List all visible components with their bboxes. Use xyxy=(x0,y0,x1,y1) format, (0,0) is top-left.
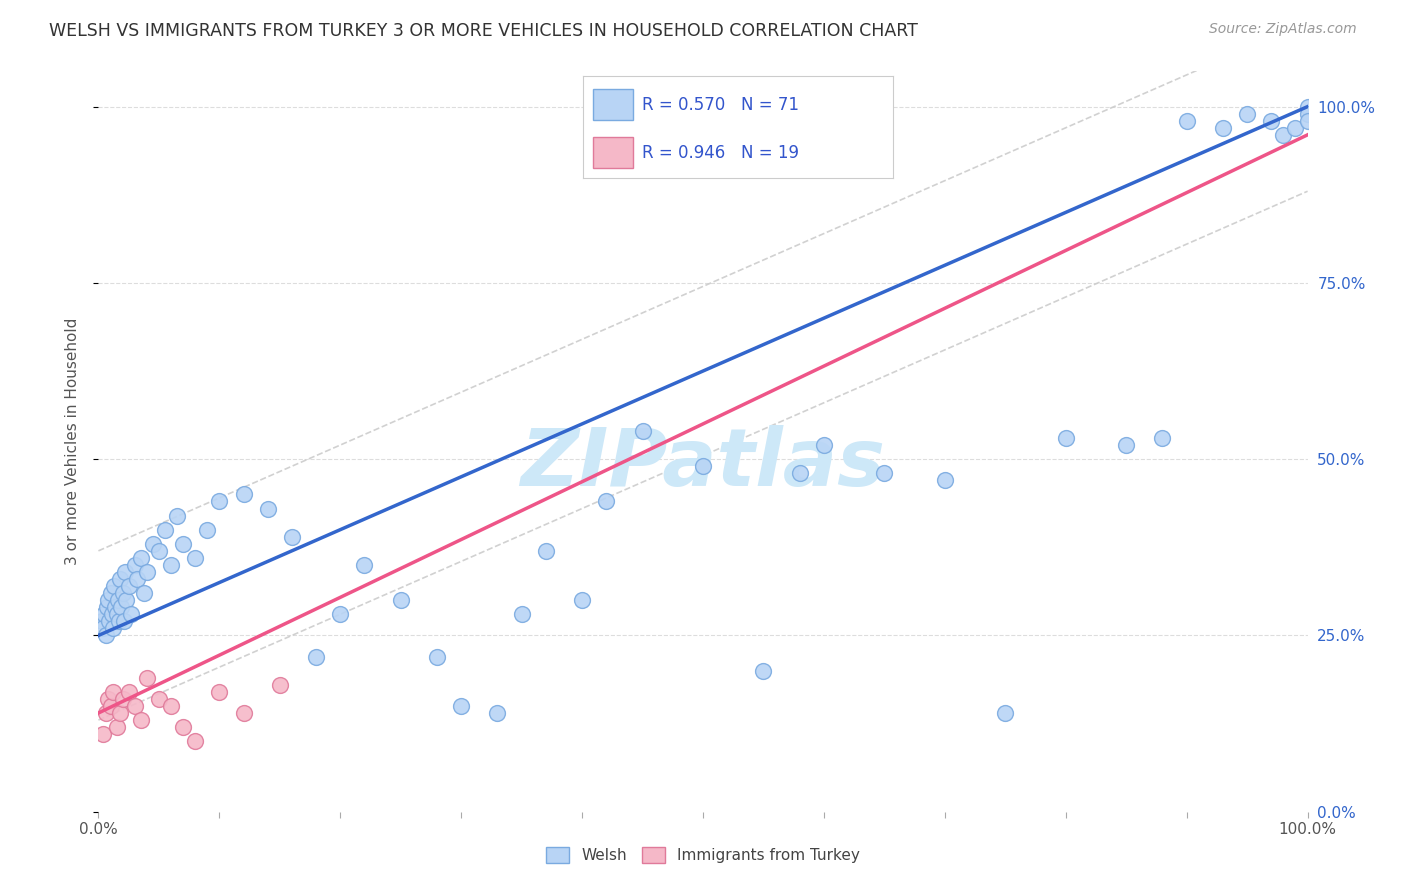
Legend: Welsh, Immigrants from Turkey: Welsh, Immigrants from Turkey xyxy=(538,839,868,871)
Point xyxy=(692,459,714,474)
Point xyxy=(118,685,141,699)
Point xyxy=(873,467,896,481)
Point xyxy=(129,713,152,727)
Point xyxy=(305,649,328,664)
Point xyxy=(114,565,136,579)
Point xyxy=(426,649,449,664)
Point xyxy=(100,698,122,713)
Text: Source: ZipAtlas.com: Source: ZipAtlas.com xyxy=(1209,22,1357,37)
Point xyxy=(789,467,811,481)
Point xyxy=(100,607,122,622)
Point xyxy=(108,572,131,586)
Point xyxy=(1272,128,1295,142)
Point xyxy=(115,593,138,607)
Point xyxy=(111,586,134,600)
Point xyxy=(142,537,165,551)
Point xyxy=(129,550,152,565)
Point xyxy=(1296,100,1319,114)
Point xyxy=(1296,113,1319,128)
Point xyxy=(534,544,557,558)
Point xyxy=(752,664,775,678)
Point xyxy=(103,579,125,593)
Point xyxy=(1236,106,1258,120)
Bar xyxy=(593,89,633,120)
Point xyxy=(595,494,617,508)
Point xyxy=(269,678,291,692)
Point xyxy=(160,698,183,713)
Point xyxy=(148,544,170,558)
Bar xyxy=(593,137,633,168)
Point xyxy=(172,537,194,551)
Point xyxy=(101,685,124,699)
Point xyxy=(96,600,118,615)
Point xyxy=(813,438,835,452)
Point xyxy=(91,621,114,635)
Point xyxy=(101,621,124,635)
Point xyxy=(134,586,156,600)
Point xyxy=(91,615,114,629)
Point xyxy=(105,607,128,622)
Point xyxy=(98,615,121,629)
Point xyxy=(104,600,127,615)
Point xyxy=(1152,431,1174,445)
Point xyxy=(105,720,128,734)
Point xyxy=(108,706,131,720)
Point xyxy=(112,615,135,629)
Point xyxy=(184,550,207,565)
Text: R = 0.570   N = 71: R = 0.570 N = 71 xyxy=(643,95,799,113)
Point xyxy=(124,698,146,713)
Point xyxy=(94,706,117,720)
Point xyxy=(389,593,412,607)
Point xyxy=(1115,438,1137,452)
Point xyxy=(172,720,194,734)
Point xyxy=(166,508,188,523)
Point xyxy=(91,727,114,741)
Point xyxy=(232,487,254,501)
Text: WELSH VS IMMIGRANTS FROM TURKEY 3 OR MORE VEHICLES IN HOUSEHOLD CORRELATION CHAR: WELSH VS IMMIGRANTS FROM TURKEY 3 OR MOR… xyxy=(49,22,918,40)
Point xyxy=(93,607,115,622)
Point xyxy=(153,523,176,537)
Point xyxy=(450,698,472,713)
Point xyxy=(118,579,141,593)
Point xyxy=(97,692,120,706)
Point xyxy=(195,523,218,537)
Point xyxy=(1296,106,1319,120)
Point xyxy=(120,607,142,622)
Point xyxy=(994,706,1017,720)
Point xyxy=(571,593,593,607)
Point xyxy=(110,600,132,615)
Point xyxy=(1054,431,1077,445)
Point xyxy=(108,615,131,629)
Point xyxy=(160,558,183,572)
Point xyxy=(353,558,375,572)
Point xyxy=(934,473,956,487)
Point xyxy=(124,558,146,572)
Point xyxy=(135,565,157,579)
Point xyxy=(281,530,304,544)
Point xyxy=(97,593,120,607)
Point xyxy=(184,734,207,748)
Point xyxy=(100,586,122,600)
Point xyxy=(329,607,352,622)
Text: ZIPatlas: ZIPatlas xyxy=(520,425,886,503)
Point xyxy=(510,607,533,622)
Y-axis label: 3 or more Vehicles in Household: 3 or more Vehicles in Household xyxy=(65,318,80,566)
Point xyxy=(1175,113,1198,128)
Point xyxy=(208,494,231,508)
Point xyxy=(208,685,231,699)
Point xyxy=(256,501,278,516)
Point xyxy=(1284,120,1306,135)
Point xyxy=(1260,113,1282,128)
Point xyxy=(111,692,134,706)
Point xyxy=(1212,120,1234,135)
Point xyxy=(135,671,157,685)
Point xyxy=(107,593,129,607)
Point xyxy=(232,706,254,720)
Point xyxy=(94,628,117,642)
Point xyxy=(486,706,509,720)
Point xyxy=(631,424,654,438)
Point xyxy=(127,572,149,586)
Text: R = 0.946   N = 19: R = 0.946 N = 19 xyxy=(643,144,799,161)
Point xyxy=(148,692,170,706)
